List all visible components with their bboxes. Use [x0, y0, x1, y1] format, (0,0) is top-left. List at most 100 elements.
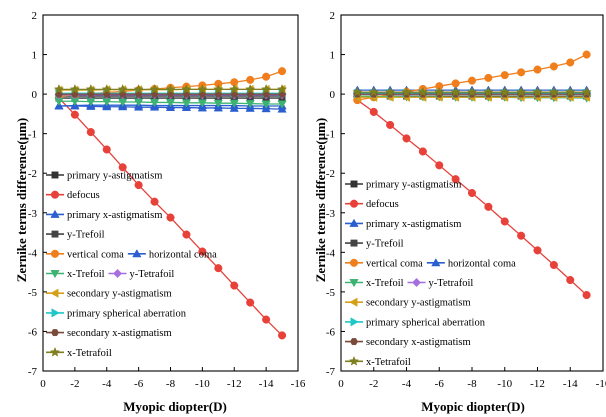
y-tick-label: -4	[326, 247, 336, 259]
chart-panel-left: Zernike terms difference(μm) Myopic diop…	[14, 10, 306, 414]
data-point-defocus	[484, 202, 493, 211]
legend-label-vertical-coma: vertical coma	[67, 249, 124, 260]
data-point-x-tetrafoil	[133, 84, 144, 94]
data-point-x-tetrafoil	[483, 86, 494, 97]
legend-label-primary-spherical-aberration: primary spherical aberration	[67, 308, 187, 319]
data-point-defocus	[467, 188, 477, 198]
data-point-defocus	[198, 247, 207, 256]
data-point-defocus	[118, 163, 127, 172]
data-point-x-trefoil	[261, 100, 271, 109]
y-tick-label: -2	[28, 168, 37, 180]
data-point-defocus	[278, 331, 287, 340]
data-point-vertical-coma	[582, 50, 591, 59]
data-point-vertical-coma	[517, 68, 526, 77]
data-point-x-tetrafoil	[466, 86, 478, 97]
data-point-defocus	[230, 281, 239, 290]
legend-label-primary-spherical-aberration: primary spherical aberration	[366, 317, 486, 328]
data-point-defocus	[533, 246, 542, 255]
legend-marker-y-trefoil	[51, 230, 59, 238]
legend-label-y-trefoil: y-Trefoil	[366, 239, 404, 250]
data-point-defocus	[166, 213, 175, 222]
x-tick-label: -8	[467, 378, 477, 390]
legend-marker-primary-x-astigmatism	[50, 209, 60, 218]
y-tick-label: -6	[28, 326, 38, 338]
data-point-x-tetrafoil	[401, 86, 412, 97]
y-tick-label: 0	[330, 89, 336, 101]
legend-marker-secondary-y-astigmatism	[349, 297, 358, 307]
data-point-x-tetrafoil	[516, 86, 527, 97]
data-point-vertical-coma	[278, 67, 287, 76]
data-point-x-tetrafoil	[499, 86, 510, 97]
x-tick-label: -16	[291, 378, 306, 390]
legend-label-secondary-x-astigmatism: secondary x-astigmatism	[366, 337, 471, 348]
x-tick-label: -10	[195, 378, 210, 390]
legend-label-primary-y-astigmatism: primary y-astigmatism	[67, 171, 162, 182]
data-point-defocus	[418, 147, 427, 156]
x-tick-label: -16	[596, 378, 606, 390]
data-point-vertical-coma	[246, 75, 255, 84]
data-point-defocus	[214, 264, 223, 273]
data-point-x-trefoil	[213, 99, 223, 108]
x-axis-title: Myopic diopter(D)	[123, 399, 227, 414]
legend-label-primary-x-astigmatism: primary x-astigmatism	[67, 210, 162, 221]
data-point-defocus	[102, 145, 111, 154]
data-point-x-tetrafoil	[245, 84, 256, 94]
y-tick-label: 0	[32, 89, 38, 101]
x-tick-label: -12	[530, 378, 545, 390]
y-tick-label: -1	[326, 129, 335, 141]
legend-label-x-trefoil: x-Trefoil	[366, 278, 404, 289]
data-point-x-tetrafoil	[229, 84, 240, 94]
data-point-defocus	[386, 120, 395, 130]
y-tick-label: -4	[28, 247, 38, 259]
data-point-vertical-coma	[262, 72, 271, 81]
legend-marker-horizontal-coma	[132, 249, 142, 258]
data-point-x-tetrafoil	[85, 84, 96, 94]
x-tick-label: -2	[70, 378, 79, 390]
data-point-defocus	[549, 260, 558, 270]
data-point-x-trefoil	[181, 99, 192, 108]
legend-marker-defocus	[349, 199, 359, 208]
data-point-x-trefoil	[197, 99, 208, 108]
y-tick-label: -6	[326, 326, 336, 338]
legend-label-primary-x-astigmatism: primary x-astigmatism	[366, 219, 461, 230]
y-tick-label: -3	[326, 208, 336, 220]
legend-marker-defocus	[50, 190, 60, 199]
legend-label-defocus: defocus	[67, 190, 100, 201]
data-point-vertical-coma	[533, 65, 542, 74]
data-point-defocus	[70, 110, 79, 119]
data-point-x-tetrafoil	[149, 84, 160, 94]
legend-marker-x-trefoil	[349, 279, 359, 288]
x-tick-label: -14	[563, 378, 578, 390]
data-point-vertical-coma	[451, 79, 460, 88]
x-tick-label: -4	[402, 378, 412, 390]
y-tick-label: -1	[28, 129, 37, 141]
legend-label-x-trefoil: x-Trefoil	[67, 269, 105, 280]
legend-marker-y-trefoil	[350, 239, 358, 247]
x-tick-label: 0	[40, 378, 46, 390]
legend-marker-primary-y-astigmatism	[51, 171, 59, 179]
x-tick-label: -10	[497, 378, 512, 390]
data-point-x-tetrafoil	[548, 86, 559, 97]
data-point-defocus	[517, 231, 526, 240]
data-point-x-tetrafoil	[434, 86, 445, 97]
y-axis-title: Zernike terms difference(μm)	[313, 118, 328, 283]
data-point-defocus	[150, 197, 159, 206]
y-tick-label: 2	[32, 10, 38, 22]
legend-label-primary-y-astigmatism: primary y-astigmatism	[366, 180, 461, 191]
legend-marker-primary-x-astigmatism	[349, 218, 359, 227]
data-point-x-tetrafoil	[385, 86, 396, 97]
data-point-x-tetrafoil	[181, 84, 192, 94]
data-point-x-tetrafoil	[565, 86, 576, 97]
legend-label-y-trefoil: y-Trefoil	[67, 230, 105, 241]
x-tick-label: -12	[227, 378, 242, 390]
x-tick-label: -14	[259, 378, 274, 390]
y-tick-label: -7	[28, 366, 38, 378]
legend-label-y-tetrafoil: y-Tetrafoil	[429, 278, 474, 289]
data-point-defocus	[246, 298, 255, 307]
data-point-defocus	[262, 315, 271, 324]
x-axis-title: Myopic diopter(D)	[421, 399, 525, 414]
data-point-defocus	[402, 134, 411, 143]
data-point-defocus	[369, 107, 378, 116]
data-point-x-tetrafoil	[450, 86, 461, 97]
legend-label-x-tetrafoil: x-Tetrafoil	[67, 348, 112, 359]
